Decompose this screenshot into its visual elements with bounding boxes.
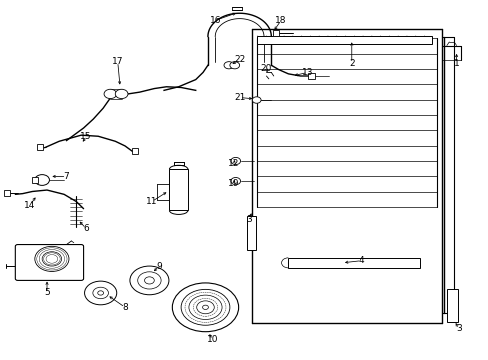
- Text: 17: 17: [112, 57, 123, 66]
- Circle shape: [115, 89, 128, 99]
- Circle shape: [229, 62, 239, 69]
- Bar: [446, 289, 457, 321]
- Circle shape: [98, 291, 103, 295]
- Bar: [132, 148, 138, 154]
- Text: 18: 18: [275, 16, 286, 25]
- Text: 1: 1: [453, 59, 459, 68]
- Circle shape: [172, 283, 238, 332]
- Bar: [246, 216, 255, 250]
- Circle shape: [84, 281, 117, 305]
- Text: 13: 13: [302, 68, 313, 77]
- Circle shape: [224, 62, 233, 69]
- Text: 4: 4: [358, 256, 364, 265]
- Text: 22: 22: [234, 55, 245, 64]
- Circle shape: [196, 301, 214, 314]
- FancyBboxPatch shape: [15, 244, 83, 280]
- Circle shape: [252, 97, 261, 103]
- Bar: [37, 144, 43, 150]
- Text: 2: 2: [348, 59, 354, 68]
- Text: 3: 3: [246, 215, 252, 224]
- Bar: [256, 36, 431, 44]
- Text: 10: 10: [206, 335, 218, 344]
- Text: 21: 21: [233, 93, 245, 102]
- Circle shape: [230, 177, 240, 185]
- Text: 20: 20: [260, 64, 272, 73]
- Bar: [32, 177, 38, 183]
- Text: 9: 9: [156, 262, 162, 271]
- Text: 19: 19: [227, 179, 239, 188]
- Text: 12: 12: [227, 159, 239, 168]
- Bar: [4, 190, 10, 196]
- Text: 3: 3: [455, 324, 461, 333]
- Circle shape: [35, 246, 69, 271]
- Circle shape: [35, 175, 49, 185]
- Circle shape: [230, 157, 240, 165]
- Text: 8: 8: [122, 303, 128, 312]
- Circle shape: [138, 272, 161, 289]
- Text: 6: 6: [83, 224, 89, 233]
- Circle shape: [181, 289, 229, 325]
- Circle shape: [130, 266, 168, 295]
- Bar: [272, 30, 278, 36]
- Circle shape: [188, 295, 222, 319]
- Text: 16: 16: [209, 16, 221, 25]
- Bar: [169, 169, 187, 211]
- Circle shape: [104, 89, 117, 99]
- Circle shape: [93, 287, 108, 299]
- Text: 11: 11: [146, 197, 157, 206]
- Circle shape: [42, 252, 61, 266]
- Bar: [307, 73, 314, 79]
- Circle shape: [202, 305, 208, 310]
- Text: 5: 5: [44, 288, 50, 297]
- Text: 7: 7: [63, 172, 69, 181]
- Circle shape: [144, 277, 154, 284]
- Bar: [288, 258, 419, 268]
- Text: 15: 15: [80, 132, 92, 141]
- Text: 14: 14: [24, 201, 36, 210]
